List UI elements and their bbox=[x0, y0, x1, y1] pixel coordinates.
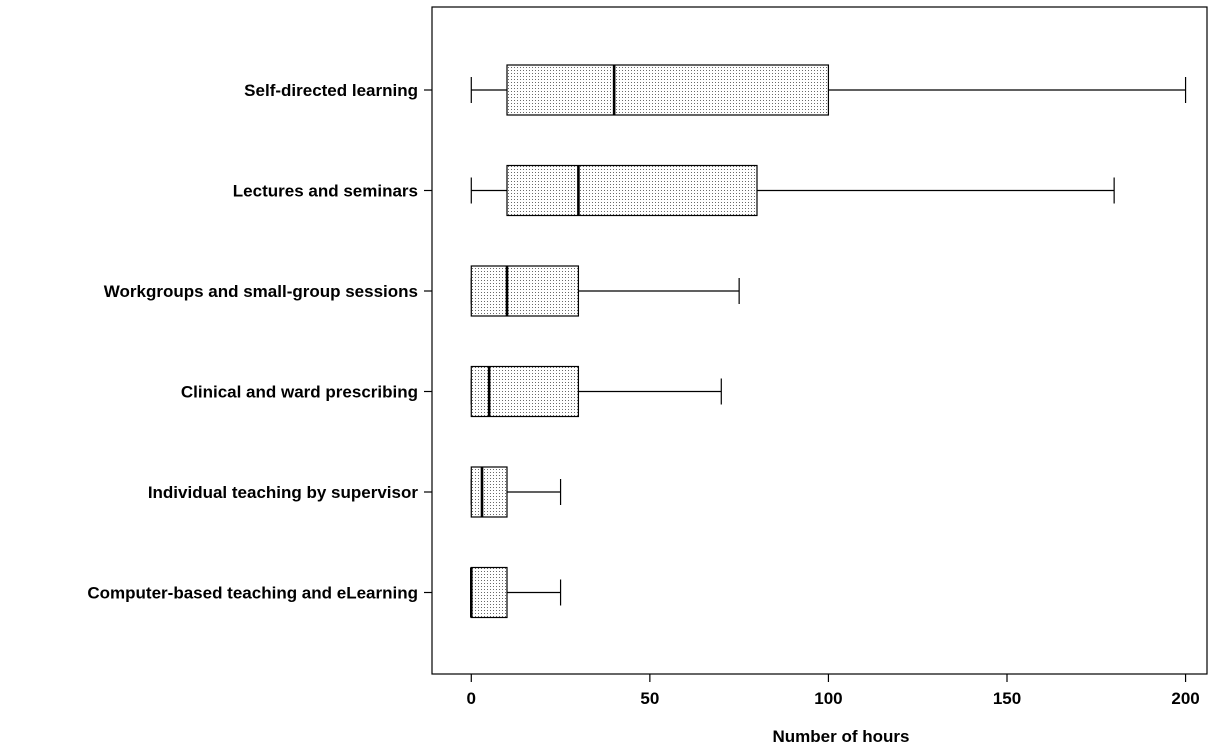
iqr-box bbox=[470, 365, 580, 418]
category-label: Clinical and ward prescribing bbox=[181, 383, 418, 402]
x-axis-title: Number of hours bbox=[773, 727, 910, 746]
category-label: Self-directed learning bbox=[244, 81, 418, 100]
boxes-layer bbox=[469, 64, 1187, 619]
category-labels: Self-directed learning Lectures and semin… bbox=[87, 81, 432, 603]
box-0 bbox=[470, 64, 1187, 116]
x-axis: 0 50 100 150 200 bbox=[467, 674, 1200, 708]
box-4 bbox=[470, 466, 562, 518]
iqr-box bbox=[506, 164, 758, 217]
box-5 bbox=[469, 566, 562, 619]
category-label: Individual teaching by supervisor bbox=[148, 483, 419, 502]
category-label: Workgroups and small-group sessions bbox=[104, 282, 418, 301]
box-1 bbox=[470, 164, 1115, 217]
iqr-box bbox=[506, 64, 830, 116]
x-tick-label: 0 bbox=[467, 689, 476, 708]
category-label: Lectures and seminars bbox=[233, 182, 418, 201]
category-label: Computer-based teaching and eLearning bbox=[87, 584, 418, 603]
box-2 bbox=[470, 265, 740, 317]
iqr-box bbox=[470, 265, 580, 317]
plot-area bbox=[431, 6, 1208, 675]
iqr-box bbox=[470, 566, 508, 619]
x-tick-label: 150 bbox=[993, 689, 1021, 708]
x-tick-label: 50 bbox=[640, 689, 659, 708]
iqr-box bbox=[470, 466, 508, 518]
x-tick-label: 200 bbox=[1171, 689, 1199, 708]
box-3 bbox=[470, 365, 722, 418]
x-tick-label: 100 bbox=[814, 689, 842, 708]
